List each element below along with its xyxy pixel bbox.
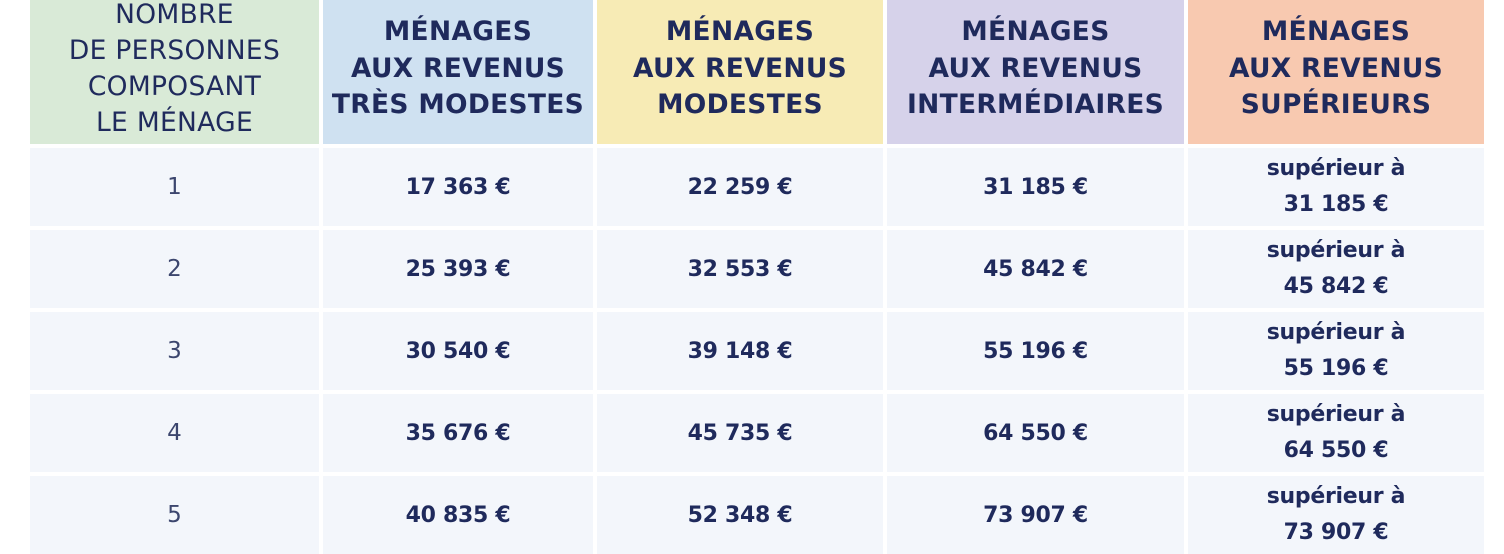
cell-intermediate: 31 185 € [887, 148, 1184, 226]
cell-modest: 39 148 € [597, 312, 883, 390]
superior-prefix: supérieur à [1266, 402, 1406, 427]
cell-higher: supérieur à 45 842 € [1188, 230, 1484, 308]
cell-very-modest: 40 835 € [323, 476, 593, 554]
header-intermediate-income: MÉNAGES AUX REVENUS INTERMÉDIAIRES [887, 0, 1184, 144]
cell-higher: supérieur à 73 907 € [1188, 476, 1484, 554]
cell-household-size: 2 [30, 230, 319, 308]
header-very-modest-income: MÉNAGES AUX REVENUS TRÈS MODESTES [323, 0, 593, 144]
cell-modest: 22 259 € [597, 148, 883, 226]
cell-household-size: 4 [30, 394, 319, 472]
superior-value: 64 550 € [1283, 438, 1389, 463]
superior-prefix: supérieur à [1266, 320, 1406, 345]
cell-very-modest: 17 363 € [323, 148, 593, 226]
header-higher-income: MÉNAGES AUX REVENUS SUPÉRIEURS [1188, 0, 1484, 144]
header-modest-income: MÉNAGES AUX REVENUS MODESTES [597, 0, 883, 144]
cell-household-size: 5 [30, 476, 319, 554]
superior-value: 55 196 € [1283, 356, 1389, 381]
superior-value: 73 907 € [1283, 520, 1389, 545]
superior-value: 31 185 € [1283, 192, 1389, 217]
cell-modest: 45 735 € [597, 394, 883, 472]
cell-intermediate: 73 907 € [887, 476, 1184, 554]
cell-higher: supérieur à 64 550 € [1188, 394, 1484, 472]
header-household-size: NOMBRE DE PERSONNES COMPOSANT LE MÉNAGE [30, 0, 319, 144]
cell-intermediate: 55 196 € [887, 312, 1184, 390]
superior-prefix: supérieur à [1266, 156, 1406, 181]
superior-prefix: supérieur à [1266, 238, 1406, 263]
cell-intermediate: 45 842 € [887, 230, 1184, 308]
superior-prefix: supérieur à [1266, 484, 1406, 509]
cell-modest: 32 553 € [597, 230, 883, 308]
cell-very-modest: 30 540 € [323, 312, 593, 390]
income-thresholds-table-wrapper: NOMBRE DE PERSONNES COMPOSANT LE MÉNAGE … [30, 0, 1484, 554]
cell-household-size: 1 [30, 148, 319, 226]
cell-household-size: 3 [30, 312, 319, 390]
cell-modest: 52 348 € [597, 476, 883, 554]
superior-value: 45 842 € [1283, 274, 1389, 299]
cell-very-modest: 25 393 € [323, 230, 593, 308]
cell-intermediate: 64 550 € [887, 394, 1184, 472]
cell-very-modest: 35 676 € [323, 394, 593, 472]
income-thresholds-table: NOMBRE DE PERSONNES COMPOSANT LE MÉNAGE … [30, 0, 1484, 554]
cell-higher: supérieur à 55 196 € [1188, 312, 1484, 390]
cell-higher: supérieur à 31 185 € [1188, 148, 1484, 226]
